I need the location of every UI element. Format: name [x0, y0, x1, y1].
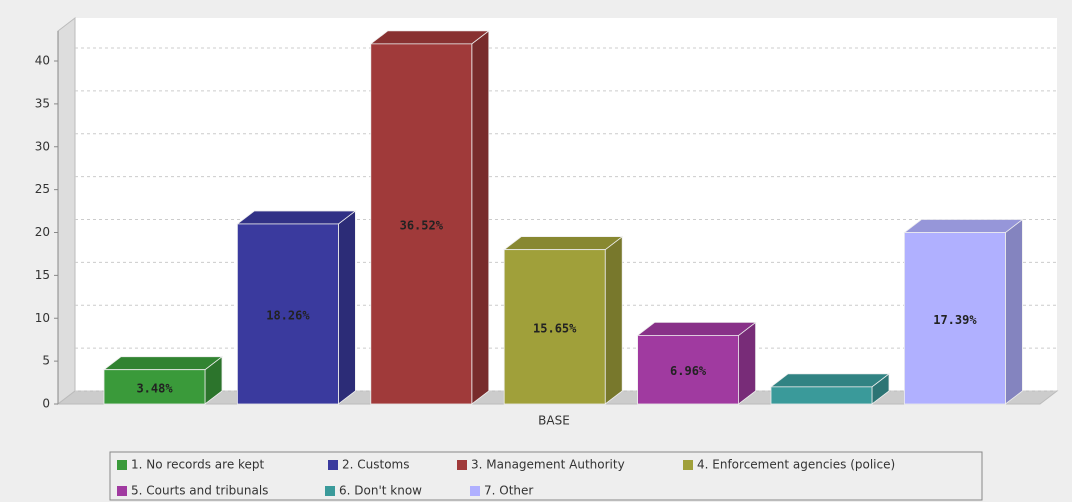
legend-label: 2. Customs — [342, 458, 410, 472]
bar-top — [369, 30, 490, 45]
y-tick-label: 35 — [35, 96, 50, 110]
y-tick-label: 0 — [42, 397, 50, 411]
legend-label: 5. Courts and tribunals — [131, 484, 268, 498]
bar-label: 15.65% — [533, 321, 577, 335]
y-tick-label: 20 — [35, 225, 50, 239]
bar-side — [337, 210, 356, 405]
left-wall — [57, 16, 76, 406]
bar — [503, 249, 606, 405]
bar-top — [236, 210, 357, 225]
bar-top — [636, 322, 757, 336]
y-tick-label: 10 — [35, 311, 50, 325]
x-tick-label: BASE — [538, 414, 570, 428]
legend-swatch — [683, 460, 693, 470]
bar-top — [769, 373, 891, 388]
legend-label: 4. Enforcement agencies (police) — [697, 458, 895, 472]
bar-label: 17.39% — [933, 313, 977, 327]
y-tick-label: 25 — [35, 182, 50, 196]
bar — [770, 386, 873, 405]
legend-box — [109, 451, 983, 501]
bar — [370, 43, 473, 405]
bar-top — [102, 356, 224, 371]
legend-swatch — [325, 486, 335, 496]
bar-top — [503, 236, 624, 251]
legend-swatch — [117, 486, 127, 496]
bar-label: 18.26% — [266, 308, 310, 322]
bar-label: 6.96% — [670, 364, 707, 378]
legend-label: 1. No records are kept — [131, 458, 265, 472]
bar-label: 36.52% — [400, 218, 444, 232]
y-tick-label: 15 — [35, 268, 50, 282]
legend-label: 6. Don't know — [339, 484, 422, 498]
bar — [637, 335, 739, 405]
legend-label: 3. Management Authority — [471, 458, 625, 472]
legend-swatch — [328, 460, 338, 470]
bar-side — [738, 321, 756, 405]
legend-swatch — [117, 460, 127, 470]
y-tick-label: 30 — [35, 139, 50, 153]
legend-swatch — [470, 486, 480, 496]
bar-label: 3.48% — [136, 381, 173, 395]
bar — [904, 232, 1006, 405]
y-tick-label: 5 — [42, 354, 50, 368]
bar-side — [604, 235, 623, 405]
y-tick-label: 40 — [35, 54, 50, 68]
bar — [103, 369, 206, 405]
bar-side — [1005, 218, 1023, 405]
legend-label: 7. Other — [484, 484, 533, 498]
bar-top — [903, 219, 1024, 233]
legend-swatch — [457, 460, 467, 470]
bar — [236, 223, 339, 405]
bar-side — [471, 30, 490, 405]
